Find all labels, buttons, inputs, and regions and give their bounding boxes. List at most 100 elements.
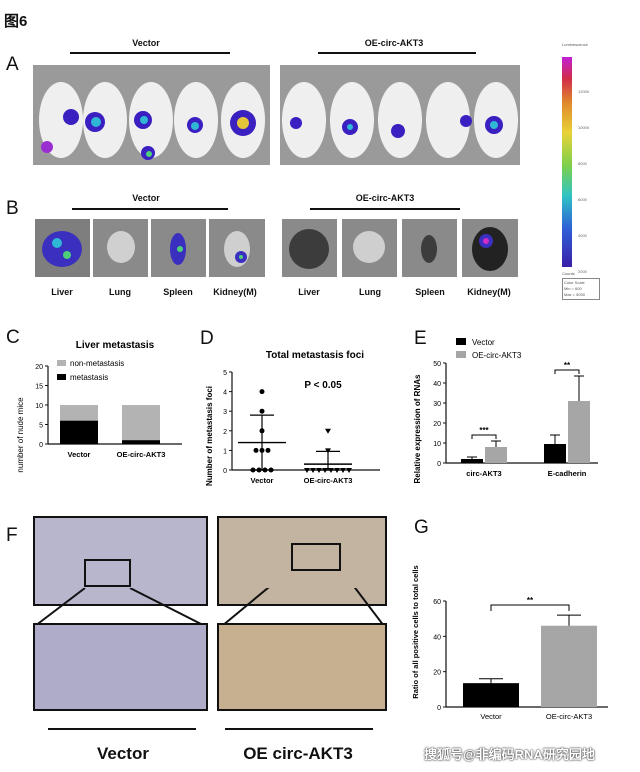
panel-letter-g: G [414, 517, 429, 538]
chart-d-point-oe [346, 468, 352, 473]
panel-f-vector-bottom-image [33, 623, 208, 711]
panel-f-vector-top-image [33, 516, 208, 606]
chart-d-x-tick-label: Vector [251, 476, 274, 485]
chart-d-y-tick-label: 4 [223, 390, 227, 397]
chart-d-ylabel: Number of metastasis foci [205, 386, 214, 486]
chart-e-bar-vector [544, 444, 566, 463]
colorbar-scale-line: Color Scale [564, 280, 585, 285]
chart-e-significance-label: *** [479, 426, 489, 435]
colorbar [562, 57, 572, 267]
chart-c-x-tick-label: OE-circ-AKT3 [117, 450, 166, 459]
chart-e-legend-swatch-oe [456, 351, 466, 358]
panel-letter-e: E [414, 328, 427, 349]
chart-g-significance-bracket [490, 604, 570, 611]
chart-d-y-tick-label: 1 [223, 448, 227, 455]
chart-d-point-oe [304, 468, 310, 473]
colorbar-title: Luminescence [562, 42, 588, 47]
chart-g-bar [541, 625, 597, 707]
panel-a-vector-line [70, 52, 230, 54]
panel-a-vector-mice-image [33, 65, 270, 165]
panel-a-vector-label: Vector [132, 38, 160, 48]
panel-f-zoom-lines [34, 588, 385, 627]
colorbar-tick: 8000 [578, 161, 587, 166]
panel-b-vector-organs-image [35, 219, 265, 277]
panel-letter-d: D [200, 328, 214, 349]
chart-d-annotation: P < 0.05 [304, 380, 342, 391]
organ-label: Liver [298, 287, 320, 297]
panel-a-oe-label: OE-circ-AKT3 [364, 38, 424, 48]
chart-d-point-vector [253, 447, 259, 453]
chart-c-bar-metastasis [122, 440, 160, 444]
chart-e: Relative expression of RNAs Vector OE-ci… [413, 338, 598, 483]
colorbar-ticks: 12000 10000 8000 6000 4000 2000 [578, 74, 589, 290]
chart-d-point-vector [259, 389, 265, 395]
panel-letter-f: F [6, 525, 18, 546]
panel-letter-c: C [6, 327, 20, 348]
organ-label: Kidney(M) [467, 287, 511, 297]
chart-e-y-tick-label: 0 [437, 461, 441, 468]
chart-c-bar-non-metastasis [122, 405, 160, 441]
chart-e-significance-bracket [471, 434, 497, 439]
colorbar-scale-line: Max = 5000 [564, 292, 586, 297]
chart-e-legend-vector: Vector [472, 338, 495, 347]
chart-e-legend-swatch-vector [456, 338, 466, 345]
chart-c-legend-swatch-nonmet [57, 360, 66, 366]
chart-d-title: Total metastasis foci [266, 350, 364, 361]
chart-g-y-tick-label: 20 [433, 670, 441, 677]
colorbar-footer: Counts [562, 271, 575, 276]
panel-f-oe-line [225, 728, 373, 730]
organ-label: Lung [109, 287, 131, 297]
panel-b-vector-line [72, 208, 228, 210]
chart-d-point-oe [340, 468, 346, 473]
chart-d-point-vector [259, 408, 265, 414]
panel-f-vector-label: Vector [97, 744, 149, 763]
chart-c-legend-nonmet: non-metastasis [70, 359, 124, 368]
chart-e-y-tick-label: 30 [433, 401, 441, 408]
chart-c-ylabel: number of nude mice [16, 397, 25, 473]
chart-g: Ratio of all positive cells to total cel… [411, 565, 608, 721]
chart-e-bar-vector [461, 459, 483, 463]
chart-g-ylabel: Ratio of all positive cells to total cel… [411, 565, 420, 698]
chart-c-x-tick-label: Vector [68, 450, 91, 459]
panel-f-oe-label: OE circ-AKT3 [243, 744, 353, 763]
chart-e-y-tick-label: 20 [433, 421, 441, 428]
chart-e-significance-label: ** [564, 361, 571, 370]
organ-label: Spleen [415, 287, 445, 297]
chart-g-bar [463, 683, 519, 707]
panel-f-vector-line [48, 728, 196, 730]
chart-c-legend-swatch-met [57, 374, 66, 380]
colorbar-tick: 2000 [578, 269, 587, 274]
chart-g-x-tick-label: OE-circ-AKT3 [546, 712, 592, 721]
chart-e-y-tick-label: 50 [433, 361, 441, 368]
chart-d-y-tick-label: 5 [223, 370, 227, 377]
organ-label: Kidney(M) [213, 287, 257, 297]
chart-e-bar-oe [485, 447, 507, 463]
chart-g-x-tick-label: Vector [480, 712, 502, 721]
chart-e-y-tick-label: 10 [433, 441, 441, 448]
chart-d: Total metastasis foci Number of metastas… [205, 350, 380, 486]
chart-d-y-tick-label: 2 [223, 429, 227, 436]
chart-c-legend-met: metastasis [70, 373, 108, 382]
chart-c-y-tick-label: 15 [35, 384, 43, 391]
panel-letter-a: A [6, 54, 19, 75]
colorbar-tick: 12000 [578, 89, 590, 94]
organ-label: Spleen [163, 287, 193, 297]
chart-c-bar-non-metastasis [60, 405, 98, 421]
chart-d-y-tick-label: 0 [223, 468, 227, 475]
panel-a-oe-mice-image [280, 65, 520, 165]
chart-e-significance-bracket [554, 369, 580, 374]
panel-a-oe-line [318, 52, 476, 54]
chart-c-y-tick-label: 0 [39, 442, 43, 449]
chart-d-x-tick-label: OE-circ-AKT3 [304, 476, 353, 485]
panel-letter-b: B [6, 198, 19, 219]
colorbar-scale-box: Color Scale Min = 600 Max = 5000 [562, 278, 600, 300]
chart-e-bar-oe [568, 401, 590, 463]
organ-label: Lung [359, 287, 381, 297]
panel-b-oe-label: OE-circ-AKT3 [355, 193, 415, 203]
chart-d-point-vector [265, 447, 271, 453]
chart-g-y-tick-label: 60 [433, 599, 441, 606]
colorbar-scale-line: Min = 600 [564, 286, 582, 291]
chart-c-y-tick-label: 5 [39, 423, 43, 430]
organ-label: Liver [51, 287, 73, 297]
chart-e-x-tick-label: circ-AKT3 [466, 469, 501, 478]
